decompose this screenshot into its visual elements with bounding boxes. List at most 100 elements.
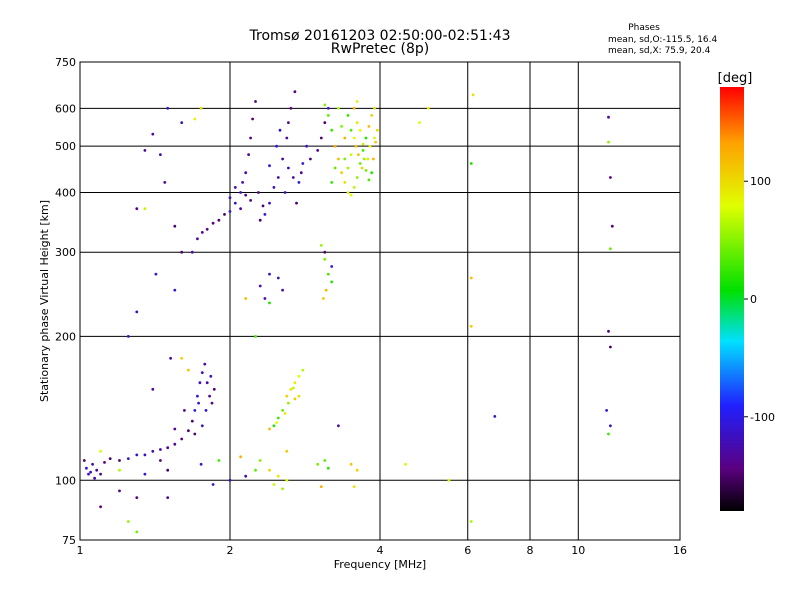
x-tick-label: 10 [571,544,585,557]
o-mode-point [180,250,184,254]
o-mode-point [281,288,284,292]
o-mode-point [609,424,612,428]
o-mode-point [196,237,199,241]
x-mode-point [268,301,271,305]
o-mode-point [143,453,147,457]
x-mode-point [337,157,340,161]
o-mode-point [251,117,255,121]
o-mode-point [135,310,139,314]
o-mode-point [89,470,92,474]
x-mode-point [366,157,370,161]
x-mode-point [370,171,374,175]
o-mode-point [205,381,209,385]
o-mode-point [169,356,173,360]
x-mode-point [276,474,280,478]
x-mode-point [361,142,365,146]
x-mode-point [346,191,350,194]
colorbar-tick-label: 100 [750,175,771,188]
o-mode-point [268,201,271,205]
x-mode-point [118,468,121,472]
o-mode-point [323,250,327,254]
x-axis-label: Frequency [MHz] [334,558,426,571]
x-mode-point [333,144,337,148]
o-mode-point [249,136,253,140]
x-mode-point [297,374,301,378]
x-mode-point [285,394,289,398]
x-mode-point [126,520,130,523]
o-mode-point [337,424,340,428]
o-mode-point [210,401,214,405]
o-mode-point [249,199,253,202]
o-mode-point [607,115,610,119]
x-mode-point [373,136,376,140]
x-mode-point [469,520,473,523]
o-mode-point [258,284,262,288]
o-mode-point [211,483,215,486]
o-mode-point [135,453,139,457]
o-mode-point [323,121,327,124]
x-mode-point [352,186,356,189]
o-mode-point [173,442,177,446]
o-mode-point [276,176,280,179]
x-axis-ticks: 1 2 4 6 8 10 16 [77,544,688,557]
x-mode-point [272,424,276,428]
o-mode-point [108,457,112,460]
o-mode-point [173,224,177,228]
grid-lines [80,62,680,540]
o-mode-point [607,329,610,333]
x-mode-point [346,114,350,117]
o-mode-point [154,272,158,276]
o-mode-point [244,171,248,175]
y-tick-label: 100 [55,474,76,487]
o-mode-point [190,250,194,254]
x-mode-point [326,114,330,117]
o-mode-point [180,437,184,441]
y-tick-label: 75 [62,534,76,547]
o-mode-point [287,166,290,170]
o-mode-point [493,415,497,418]
o-mode-point [203,362,207,366]
x-mode-point [343,136,347,140]
x-mode-point [285,449,289,453]
o-mode-point [263,213,267,216]
x-mode-point [361,149,365,152]
x-mode-point [349,128,353,132]
o-mode-point [211,221,215,225]
o-mode-point [233,201,237,205]
x-mode-point [349,153,353,157]
x-mode-point [355,468,359,472]
x-mode-point [609,247,612,251]
x-mode-point [135,530,139,534]
x-mode-point [326,466,330,470]
x-mode-point [471,93,475,97]
y-tick-label: 300 [55,246,76,259]
x-tick-label: 2 [227,544,234,557]
o-mode-point [159,459,162,462]
x-mode-point [330,181,334,184]
o-mode-point [196,394,199,398]
x-mode-point [323,103,327,107]
o-mode-point [295,201,298,205]
o-mode-point [166,106,170,110]
o-mode-point [166,496,170,499]
o-mode-point [135,207,139,211]
o-mode-point [605,409,608,412]
o-mode-point [118,459,121,462]
x-mode-point [346,166,350,170]
x-mode-point [364,136,368,140]
o-mode-point [151,132,155,136]
o-mode-point [208,394,212,398]
x-mode-point [343,181,347,184]
o-mode-point [228,196,232,200]
o-mode-point [193,432,197,436]
x-mode-point [357,153,360,157]
o-mode-point [212,387,216,391]
x-mode-point [199,106,203,110]
o-mode-point [293,90,297,94]
x-mode-point [447,478,451,482]
x-mode-point [180,356,184,360]
o-mode-point [166,468,170,472]
o-mode-point [190,419,194,423]
o-mode-point [91,462,94,466]
x-mode-point [254,468,257,472]
